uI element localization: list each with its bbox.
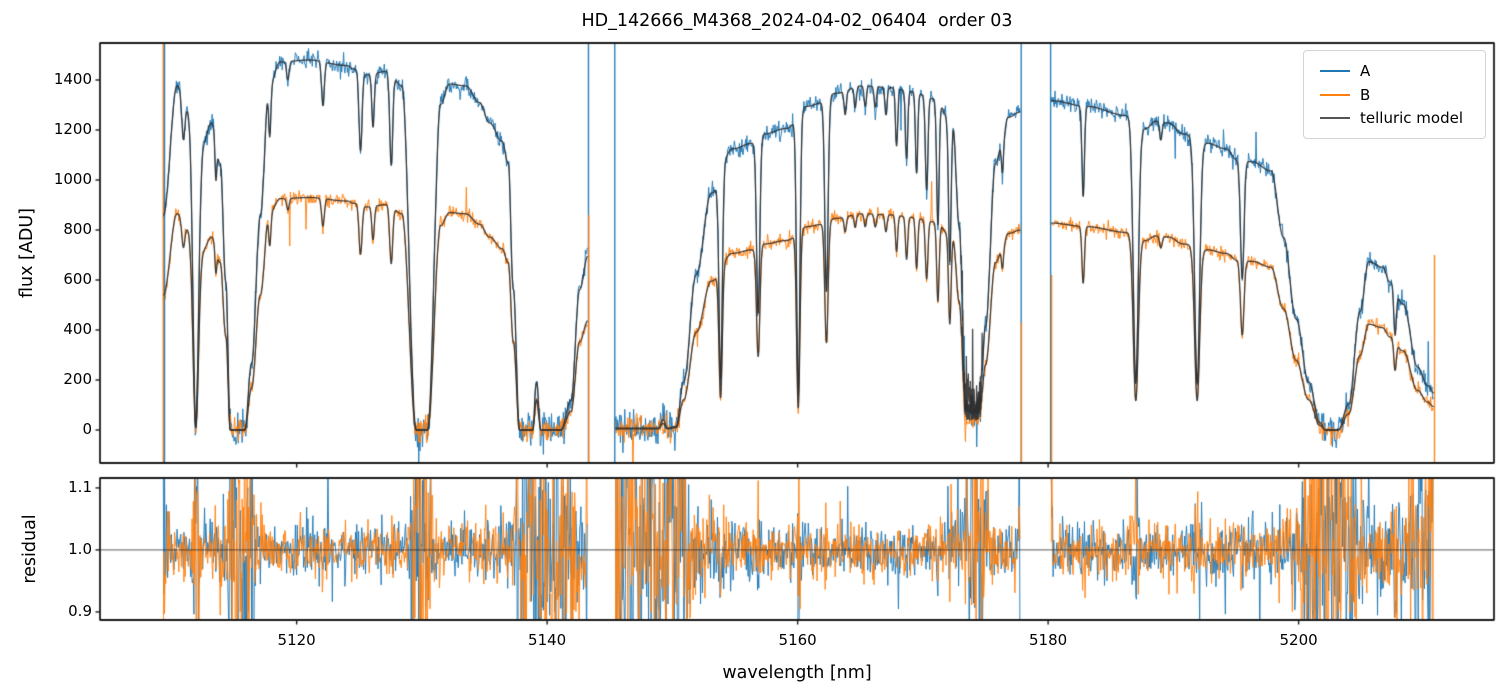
flux-tick-label: 1200 [53,120,92,138]
residual-tick-label: 1.0 [68,539,92,558]
residual-tick-label: 0.9 [68,601,92,620]
legend-line-sample [1320,70,1350,72]
flux-tick-label: 800 [63,220,92,238]
wavelength-axis-label: wavelength [nm] [722,663,872,683]
legend-label: telluric model [1360,109,1464,127]
flux-tick-label: 0 [82,420,92,438]
legend-line-sample [1320,93,1350,96]
legend-entry-telluric-model: telluric model [1314,107,1475,129]
flux-tick-label: 200 [63,370,92,388]
legend-entry-a: A [1314,60,1475,82]
x-tick-label: 5140 [528,631,567,649]
residual-tick-label: 1.1 [68,477,92,496]
legend-label: A [1360,62,1371,80]
x-tick-label: 5120 [277,631,316,649]
legend-label: B [1360,85,1371,104]
flux-tick-label: 1000 [53,170,92,188]
x-tick-label: 5180 [1029,631,1068,649]
plot-title: HD_142666_M4368_2024-04-02_06404 order 0… [581,11,1013,31]
legend-line-sample [1320,117,1350,119]
x-tick-label: 5160 [778,631,817,649]
x-tick-label: 5200 [1279,631,1318,649]
flux-tick-label: 600 [63,270,92,288]
flux-tick-label: 400 [63,320,92,338]
flux-tick-label: 1400 [53,70,92,88]
legend-entry-b: B [1314,84,1475,106]
